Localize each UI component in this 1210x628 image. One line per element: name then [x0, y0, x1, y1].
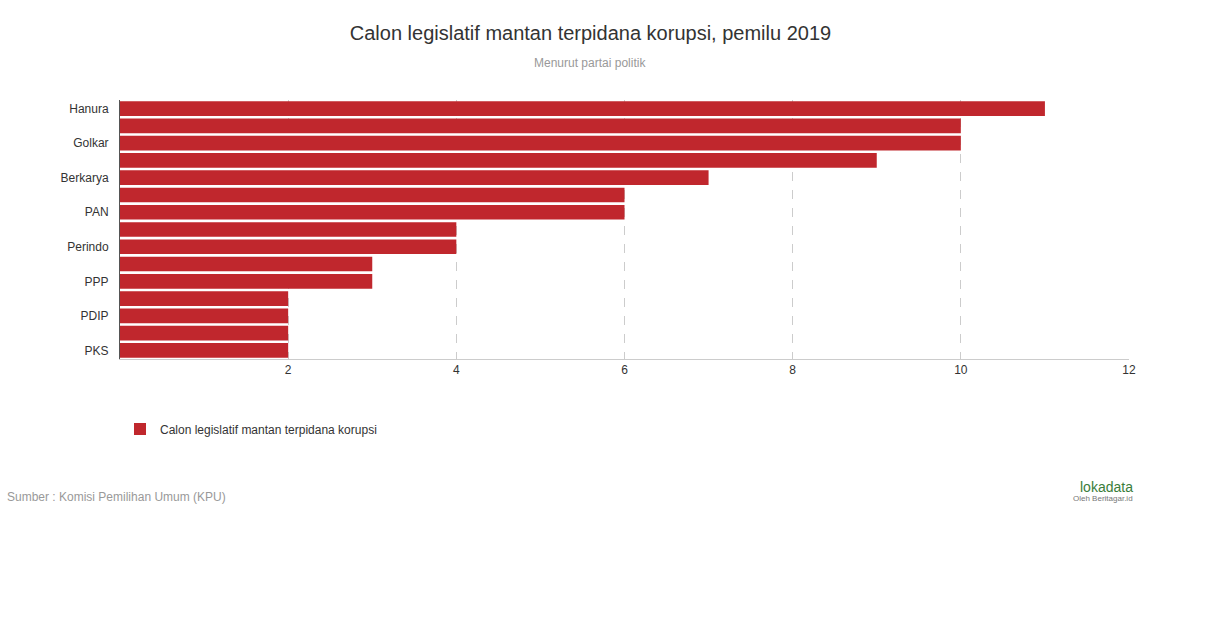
svg-text:lokadata: lokadata [1080, 479, 1133, 495]
svg-text:Menurut partai politik: Menurut partai politik [534, 56, 646, 70]
svg-text:Calon legislatif mantan terpid: Calon legislatif mantan terpidana korups… [160, 423, 377, 437]
svg-text:PDIP: PDIP [81, 309, 109, 323]
svg-text:Perindo: Perindo [67, 240, 109, 254]
svg-text:4: 4 [453, 363, 460, 377]
svg-text:Oleh Beritagar.id: Oleh Beritagar.id [1073, 494, 1133, 503]
svg-text:Golkar: Golkar [73, 136, 108, 150]
svg-text:10: 10 [954, 363, 968, 377]
svg-text:Sumber : Komisi Pemilihan Umum: Sumber : Komisi Pemilihan Umum (KPU) [7, 490, 226, 504]
svg-text:PAN: PAN [85, 205, 109, 219]
svg-text:6: 6 [621, 363, 628, 377]
svg-text:Berkarya: Berkarya [61, 171, 109, 185]
svg-text:2: 2 [285, 363, 292, 377]
svg-text:PPP: PPP [85, 275, 109, 289]
svg-text:Hanura: Hanura [69, 102, 109, 116]
svg-text:Calon legislatif mantan terpid: Calon legislatif mantan terpidana korups… [350, 22, 831, 44]
svg-text:8: 8 [789, 363, 796, 377]
svg-text:PKS: PKS [85, 344, 109, 358]
svg-text:12: 12 [1122, 363, 1136, 377]
